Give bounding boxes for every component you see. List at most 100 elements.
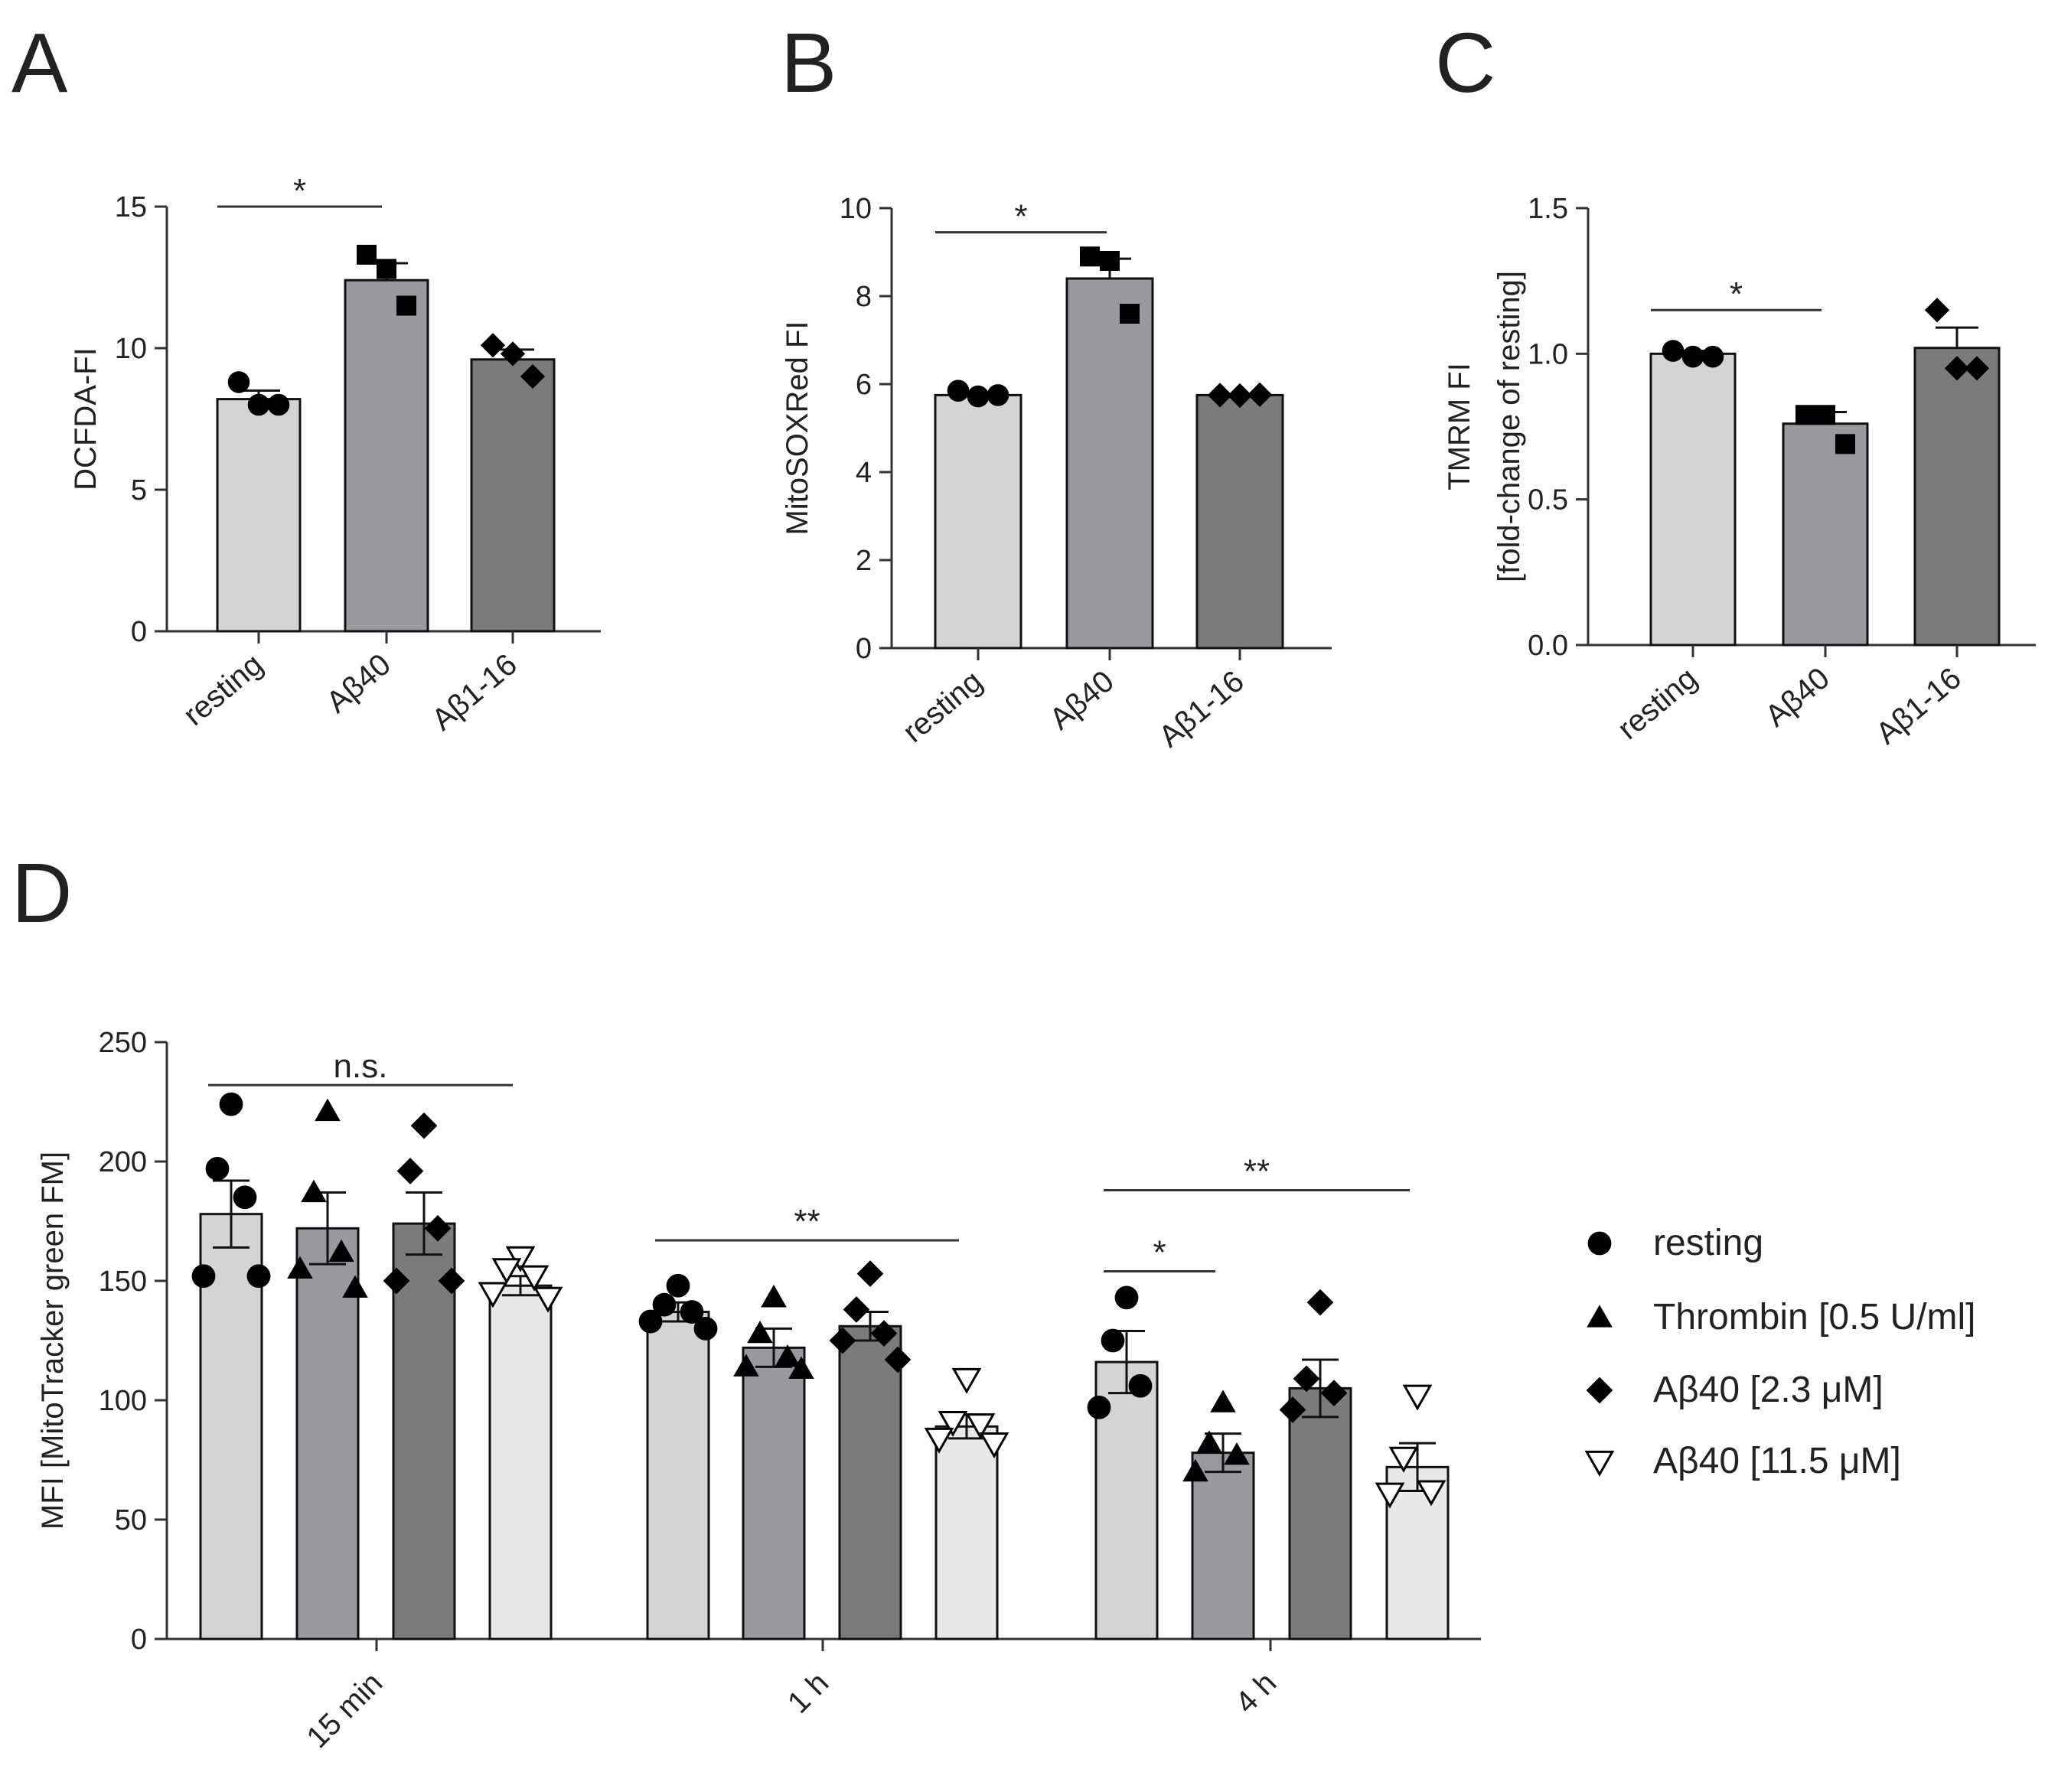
bar: [934, 1425, 999, 1640]
x-tick-label: 4 h: [1229, 1666, 1283, 1719]
bar: [742, 1346, 806, 1640]
y-tick-label: 15: [115, 191, 147, 223]
data-point: [520, 363, 546, 389]
bar: [1065, 277, 1154, 650]
legend-item: Thrombin [0.5 U/ml]: [1587, 1297, 1975, 1337]
significance-label: n.s.: [334, 1048, 388, 1085]
data-point: [1196, 1430, 1222, 1453]
data-point: [1795, 405, 1815, 425]
panel-letter-b: B: [781, 16, 837, 110]
bar: [1649, 352, 1737, 647]
y-axis-title: TMRM FI: [1443, 363, 1476, 490]
y-tick-label: 0.0: [1528, 630, 1568, 662]
significance-label: *: [1014, 198, 1027, 236]
data-point: [1306, 1289, 1334, 1316]
data-point: [410, 1112, 438, 1139]
data-point: [1128, 1373, 1153, 1398]
data-point: [1100, 251, 1120, 271]
panel-b: B 0 2 4 6 8 10 MitoSOXRed FI resting Aβ40 Aβ1-16 *: [781, 16, 1332, 754]
data-point: [383, 1267, 410, 1295]
data-point: [301, 1179, 327, 1203]
y-tick-label: 50: [115, 1504, 147, 1536]
data-point: [246, 1264, 271, 1289]
data-point: [788, 1356, 814, 1380]
y-tick-label: 6: [856, 369, 872, 401]
legend-marker: [1587, 1231, 1612, 1256]
bar: [1782, 422, 1869, 647]
data-point: [638, 1309, 663, 1334]
significance-label: **: [794, 1203, 820, 1240]
bar: [1288, 1386, 1352, 1640]
data-point: [1662, 340, 1685, 362]
y-tick-label: 10: [840, 193, 872, 225]
data-point: [267, 393, 290, 416]
data-point: [1835, 434, 1855, 455]
data-point: [1279, 1396, 1306, 1423]
data-point: [533, 1286, 563, 1313]
data-point: [666, 1273, 690, 1298]
data-point: [328, 1239, 354, 1263]
y-tick-label: 0: [856, 633, 872, 665]
y-tick-label: 0: [131, 1624, 147, 1656]
legend-marker: [1587, 1305, 1613, 1328]
bar: [934, 393, 1022, 650]
data-point: [315, 1098, 341, 1122]
x-tick-label: Aβ40: [320, 647, 396, 719]
data-point: [1815, 405, 1835, 425]
data-point: [938, 1410, 968, 1437]
x-tick-label: Aβ1-16: [1153, 664, 1251, 754]
legend-label: resting: [1653, 1223, 1763, 1263]
data-point: [1964, 356, 1990, 381]
significance-label: *: [1153, 1234, 1166, 1272]
data-point: [491, 1258, 522, 1285]
data-point: [480, 333, 506, 358]
panel-letter-c: C: [1435, 16, 1495, 110]
data-point: [870, 1320, 898, 1347]
bar: [470, 358, 556, 633]
data-point: [233, 1185, 257, 1210]
data-point: [733, 1354, 759, 1377]
panel-d: D 0 50 100 150 200 250 MFI [MitoTracker green F…: [11, 846, 1975, 1755]
y-tick-label: 8: [856, 281, 872, 313]
data-point: [843, 1296, 870, 1323]
data-point: [227, 371, 250, 393]
data-point: [967, 385, 990, 408]
legend-label: Thrombin [0.5 U/ml]: [1653, 1297, 1975, 1337]
x-tick-label: Aβ40: [1759, 661, 1835, 733]
y-axis-title-line2: [fold-change of resting]: [1492, 271, 1526, 582]
legend-item: Aβ40 [2.3 μM]: [1586, 1370, 1884, 1410]
y-tick-label: 200: [99, 1146, 147, 1178]
data-point: [438, 1267, 465, 1295]
y-tick-label: 150: [99, 1266, 147, 1298]
y-tick-label: 2: [856, 545, 872, 577]
x-tick-label: resting: [897, 664, 989, 749]
bar: [1191, 1452, 1255, 1640]
y-tick-label: 100: [99, 1385, 147, 1417]
bar: [488, 1284, 553, 1640]
y-tick-label: 5: [131, 474, 147, 507]
data-point: [1247, 382, 1273, 407]
x-tick-label: Aβ1-16: [426, 647, 523, 737]
data-point: [680, 1300, 704, 1324]
data-point: [965, 1413, 996, 1440]
x-tick-label: resting: [178, 647, 269, 732]
data-point: [1701, 345, 1724, 368]
data-point: [1227, 383, 1253, 409]
y-tick-label: 10: [115, 333, 147, 365]
data-point: [205, 1156, 230, 1181]
data-point: [1681, 345, 1704, 368]
data-point: [519, 1265, 550, 1292]
data-point: [829, 1327, 856, 1354]
y-tick-label: 1.0: [1528, 338, 1568, 370]
y-axis-title: MitoSOXRed FI: [781, 321, 814, 535]
data-point: [1182, 1458, 1208, 1482]
data-point: [947, 380, 970, 402]
bar: [216, 398, 302, 633]
bar: [344, 279, 429, 633]
significance-label: *: [293, 172, 306, 210]
data-point: [951, 1367, 982, 1394]
legend-marker: [1586, 1377, 1613, 1404]
data-point: [357, 244, 377, 265]
y-tick-label: 0: [131, 616, 147, 648]
